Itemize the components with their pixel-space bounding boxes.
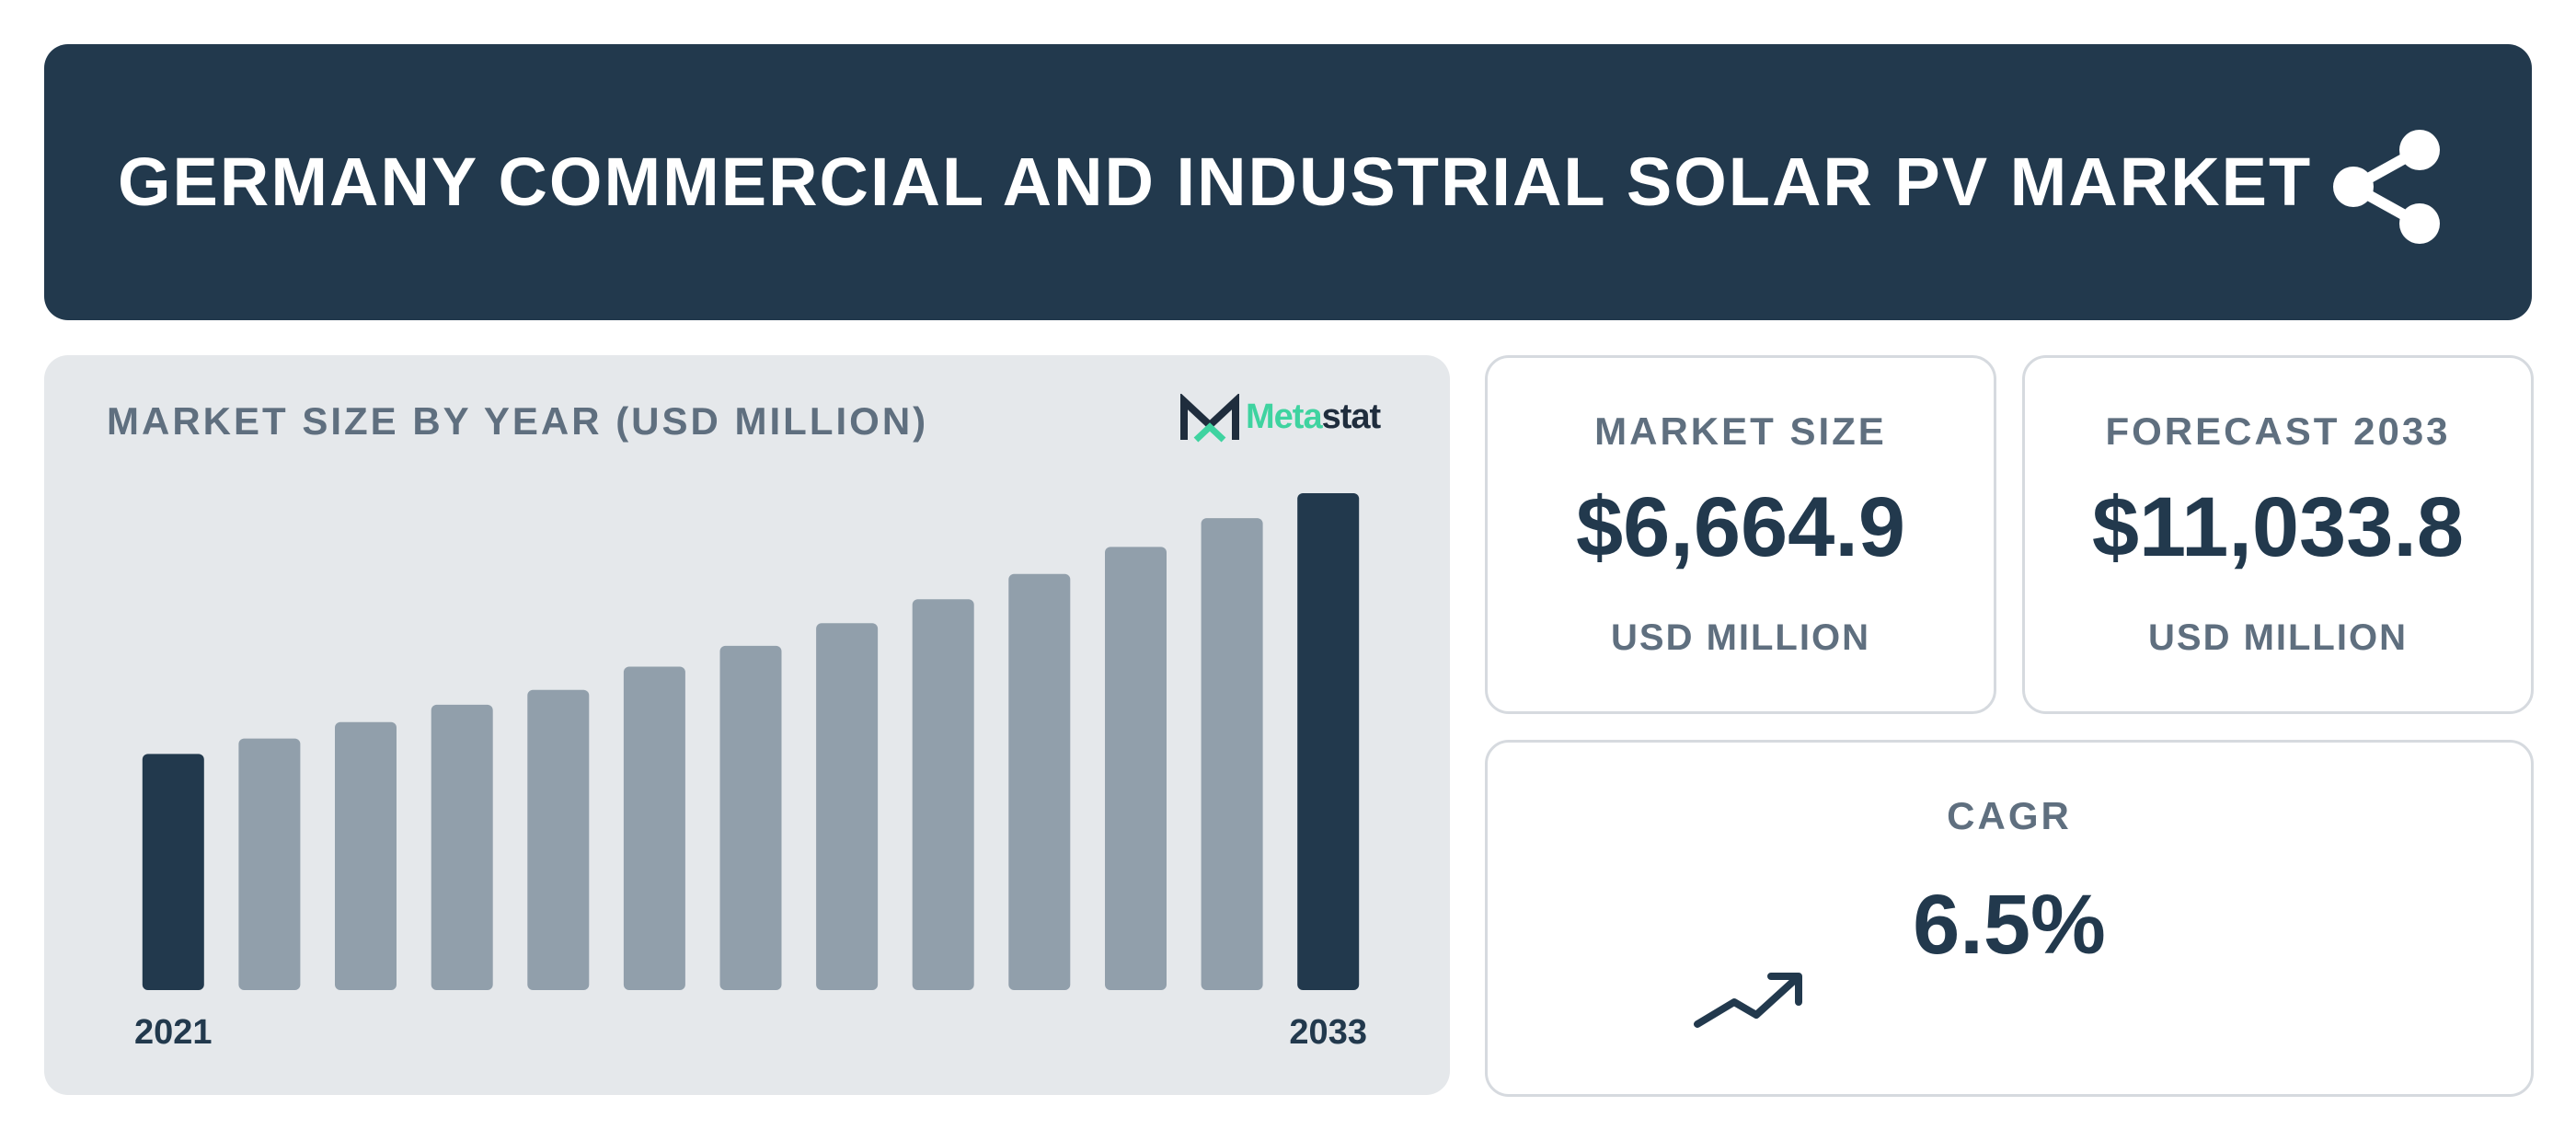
bar-2030 xyxy=(1008,573,1071,990)
cagr-label: CAGR xyxy=(1947,794,2072,837)
bar-2032 xyxy=(1201,518,1263,990)
x-tick-label-2033: 2033 xyxy=(1289,1013,1367,1052)
market-size-card: MARKET SIZE $6,664.9 USD MILLION xyxy=(1485,355,1996,714)
bar-2024 xyxy=(431,704,493,990)
bar-2025 xyxy=(527,689,590,990)
x-tick-label-2021: 2021 xyxy=(134,1013,213,1052)
title-banner: GERMANY COMMERCIAL AND INDUSTRIAL SOLAR … xyxy=(44,44,2532,320)
bar-2029 xyxy=(912,599,974,990)
market-size-value: $6,664.9 xyxy=(1575,480,1906,574)
trend-up-icon xyxy=(1694,973,1802,1028)
market-size-chart-card: MARKET SIZE BY YEAR (USD MILLION) Metast… xyxy=(44,355,1450,1095)
bar-2021 xyxy=(142,754,204,990)
share-icon[interactable] xyxy=(2317,122,2445,251)
cagr-card: CAGR 6.5% xyxy=(1485,740,2534,1097)
forecast-value: $11,033.8 xyxy=(2091,480,2465,574)
bar-2033 xyxy=(1297,493,1360,990)
market-size-unit: USD MILLION xyxy=(1611,617,1870,658)
forecast-card: FORECAST 2033 $11,033.8 USD MILLION xyxy=(2022,355,2534,714)
market-size-label: MARKET SIZE xyxy=(1594,409,1887,453)
bar-2031 xyxy=(1105,547,1167,990)
bar-2022 xyxy=(238,738,301,990)
bar-2027 xyxy=(719,645,782,990)
logo-wordmark: Metastat xyxy=(1246,398,1381,436)
bar-2026 xyxy=(623,666,685,990)
forecast-unit: USD MILLION xyxy=(2148,617,2408,658)
cagr-value: 6.5% xyxy=(1913,878,2106,972)
forecast-label: FORECAST 2033 xyxy=(2105,409,2451,453)
chart-title: MARKET SIZE BY YEAR (USD MILLION) xyxy=(107,399,929,443)
bar-2023 xyxy=(335,721,397,990)
bar-chart: 2021 2033 xyxy=(134,493,1367,1052)
metastat-logo-icon xyxy=(1180,394,1239,443)
page-title: GERMANY COMMERCIAL AND INDUSTRIAL SOLAR … xyxy=(118,144,2313,220)
bar-2028 xyxy=(816,623,879,990)
